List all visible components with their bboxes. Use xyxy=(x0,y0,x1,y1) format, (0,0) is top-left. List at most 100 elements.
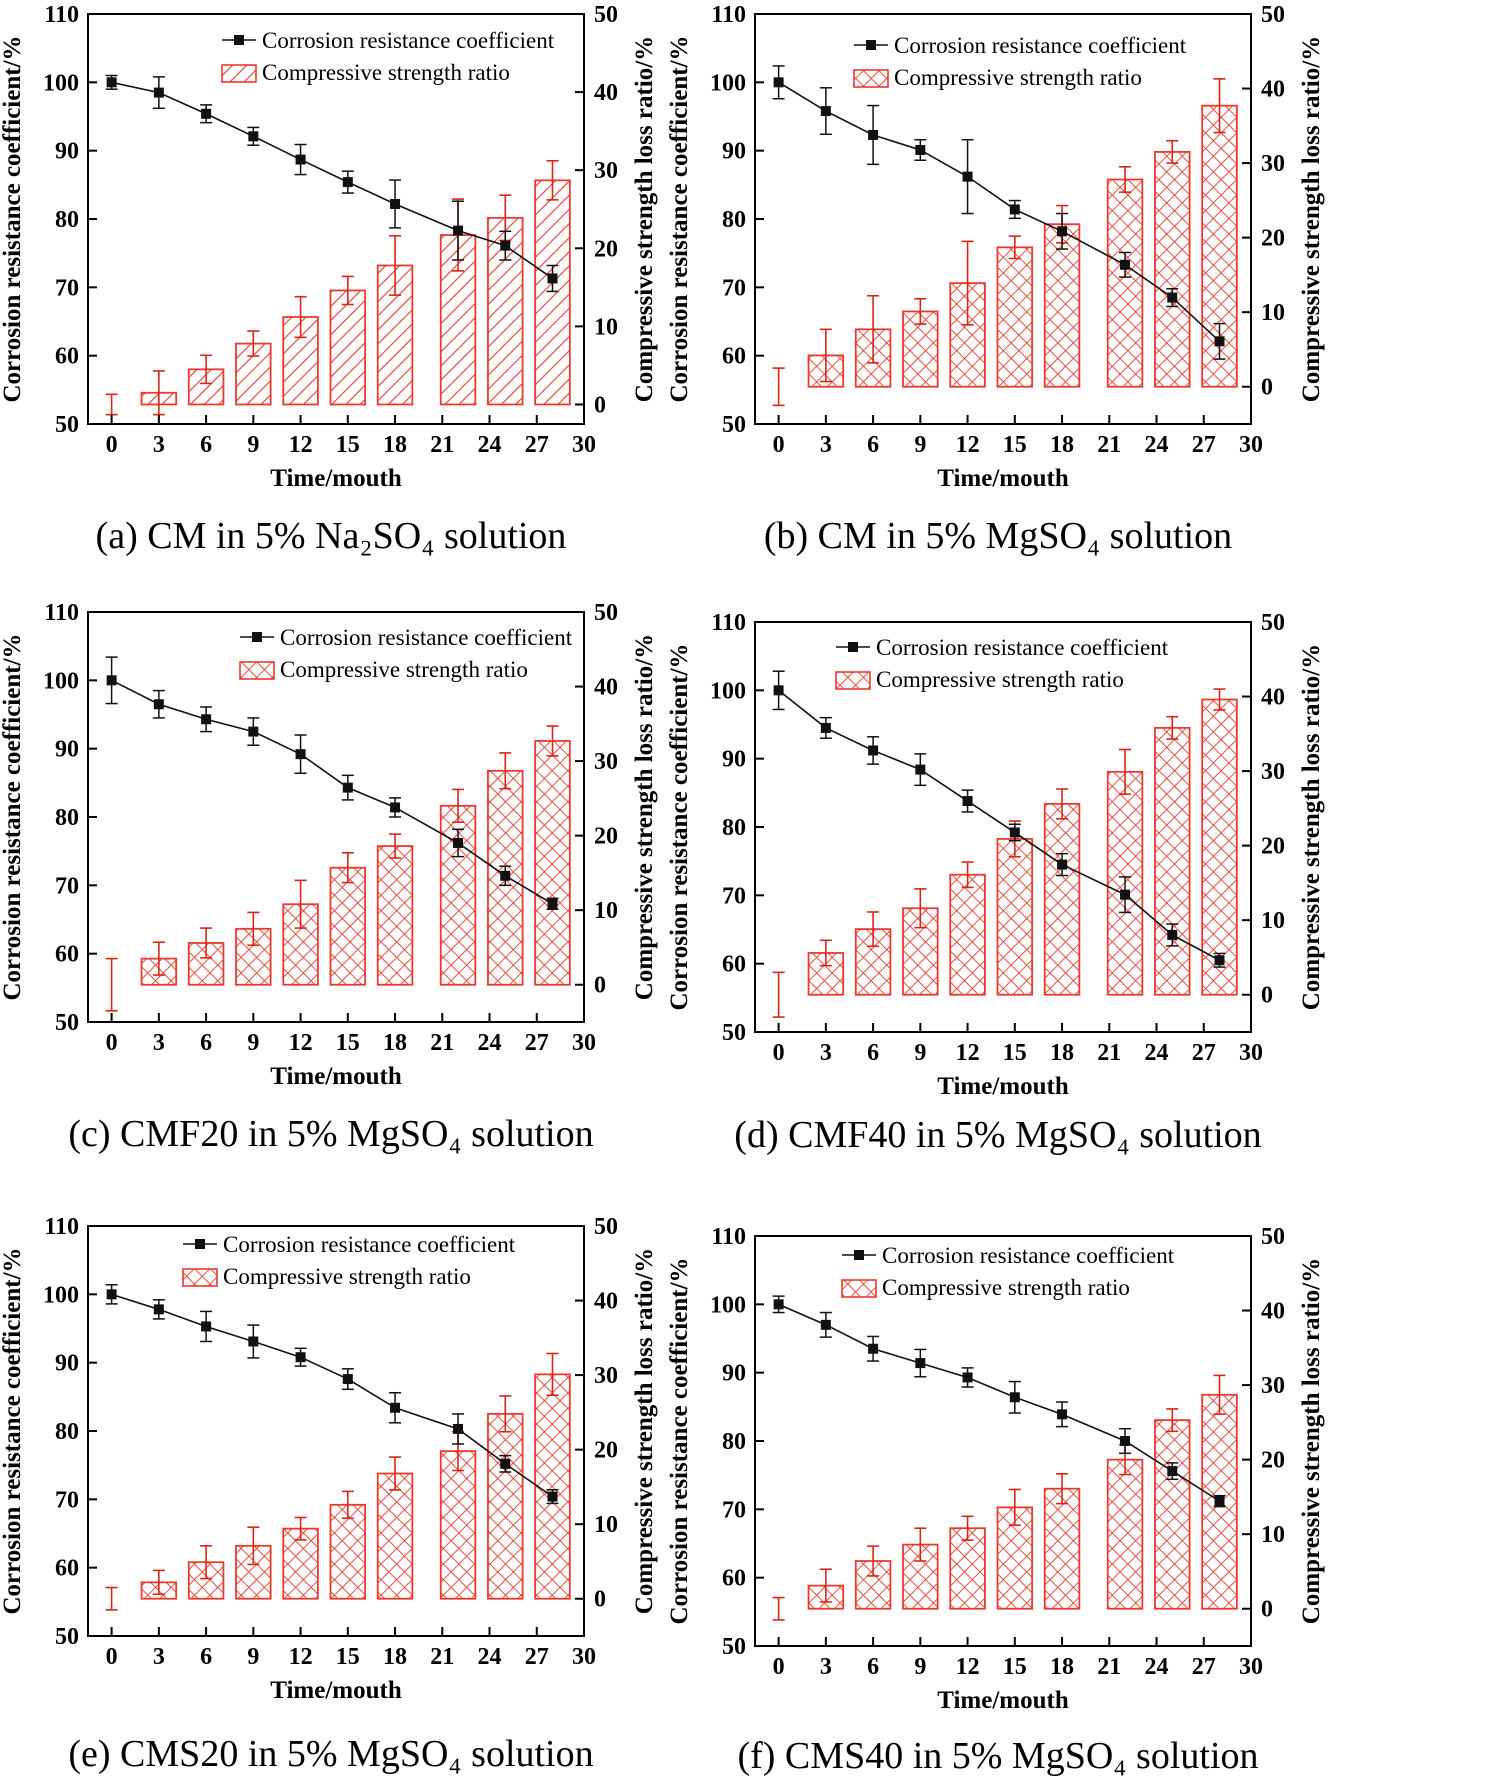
x-tick-label: 6 xyxy=(867,1040,879,1066)
line-point xyxy=(453,1423,464,1434)
line-point xyxy=(153,87,164,98)
chart-panel-d: 0 3 6 9 12 15 18 21 24 27 30 50 60 70 80 90 100 110 0 10 20 3… xyxy=(666,610,1325,1156)
x-tick-label: 27 xyxy=(1192,1040,1216,1066)
y-left-tick-label: 100 xyxy=(710,678,746,704)
caption-suffix: solution xyxy=(1130,1114,1262,1156)
y-right-tick-label: 20 xyxy=(594,824,618,850)
line-point xyxy=(390,198,401,209)
y-right-tick-label: 0 xyxy=(594,973,606,999)
x-axis-title: Time/mouth xyxy=(270,465,402,492)
y-right-tick-label: 50 xyxy=(1261,610,1285,636)
x-tick-label: 0 xyxy=(106,1644,118,1670)
caption-suffix: solution xyxy=(462,1113,594,1155)
x-tick-label: 0 xyxy=(106,1030,118,1056)
y-left-tick-label: 100 xyxy=(710,70,746,96)
y-left-tick-label: 90 xyxy=(55,139,79,165)
line-point xyxy=(820,722,831,733)
x-tick-label: 24 xyxy=(478,1644,502,1670)
y-right-tick-label: 50 xyxy=(1261,1224,1285,1250)
line-point xyxy=(773,77,784,88)
bar xyxy=(329,866,367,986)
caption-suffix: solution xyxy=(1100,515,1232,557)
x-tick-label: 21 xyxy=(430,1030,454,1056)
chart-panel-e: 0 3 6 9 12 15 18 21 24 27 30 50 60 70 80 90 100 110 0 10 20 3… xyxy=(0,1214,658,1775)
x-tick-label: 15 xyxy=(1003,1040,1027,1066)
y-left-tick-label: 110 xyxy=(44,600,79,626)
y-right-axis-title: Compressive strength loss ratio/% xyxy=(631,36,658,402)
y-right-tick-label: 20 xyxy=(1261,834,1285,860)
line-point xyxy=(1009,827,1020,838)
line-point xyxy=(153,1304,164,1315)
bar xyxy=(439,1450,477,1600)
x-tick-label: 24 xyxy=(478,1030,502,1056)
line-point xyxy=(201,108,212,119)
legend-bar-swatch xyxy=(835,671,871,690)
x-tick-label: 21 xyxy=(430,432,454,458)
line-point xyxy=(106,675,117,686)
caption-prefix: (f) CMS40 in 5% xyxy=(737,1735,1011,1777)
y-right-tick-label: 30 xyxy=(1261,759,1285,785)
x-tick-label: 24 xyxy=(1145,432,1169,458)
bar xyxy=(329,1503,367,1600)
legend-line-marker xyxy=(234,35,244,45)
y-left-tick-label: 60 xyxy=(722,1566,746,1592)
x-axis-title: Time/mouth xyxy=(270,1677,402,1704)
line-point xyxy=(820,106,831,117)
caption-formula: MgSO₄ xyxy=(347,1733,462,1775)
caption-formula: MgSO₄ xyxy=(347,1113,462,1155)
x-tick-label: 3 xyxy=(820,1654,832,1680)
caption-formula: Na₂SO₄ xyxy=(315,515,434,557)
legend-line-label: Corrosion resistance coefficient xyxy=(882,1243,1175,1268)
x-tick-label: 24 xyxy=(1145,1040,1169,1066)
legend-line-label: Corrosion resistance coefficient xyxy=(876,635,1169,660)
y-left-tick-label: 90 xyxy=(722,747,746,773)
y-right-tick-label: 0 xyxy=(1261,375,1273,401)
y-left-tick-label: 90 xyxy=(722,139,746,165)
panel-caption: (a) CM in 5% Na₂SO₄ solution xyxy=(96,515,567,557)
line-point xyxy=(1009,204,1020,215)
y-left-tick-label: 80 xyxy=(722,207,746,233)
bar xyxy=(534,740,571,986)
x-tick-label: 9 xyxy=(914,1654,926,1680)
legend-line-marker xyxy=(854,1250,864,1260)
y-right-tick-label: 10 xyxy=(594,898,618,924)
legend-line-marker xyxy=(195,1239,205,1249)
y-right-tick-label: 50 xyxy=(594,2,618,28)
x-tick-label: 18 xyxy=(383,1644,407,1670)
line-point xyxy=(295,154,306,165)
panel-caption: (e) CMS20 in 5% MgSO₄ solution xyxy=(68,1733,593,1775)
y-left-tick-label: 60 xyxy=(722,344,746,370)
x-tick-label: 15 xyxy=(336,1644,360,1670)
y-left-tick-label: 70 xyxy=(55,1487,79,1513)
y-right-tick-label: 10 xyxy=(594,1512,618,1538)
legend-bar-swatch xyxy=(239,661,275,680)
y-right-axis-title: Compressive strength loss ratio/% xyxy=(1298,1258,1325,1624)
x-tick-label: 12 xyxy=(956,1040,980,1066)
line-point xyxy=(342,1374,353,1385)
line-point xyxy=(547,273,558,284)
line-series xyxy=(111,1293,553,1498)
y-right-tick-label: 10 xyxy=(1261,300,1285,326)
y-right-tick-label: 40 xyxy=(594,80,618,106)
bar xyxy=(376,1472,414,1600)
line-point xyxy=(342,782,353,793)
x-tick-label: 12 xyxy=(289,1030,313,1056)
y-right-tick-label: 0 xyxy=(1261,1597,1273,1623)
line-point xyxy=(962,171,973,182)
y-right-axis-title: Compressive strength loss ratio/% xyxy=(631,634,658,1000)
x-tick-label: 6 xyxy=(200,432,212,458)
bar xyxy=(1154,151,1191,388)
caption-suffix: solution xyxy=(462,1733,594,1775)
x-tick-label: 3 xyxy=(820,1040,832,1066)
line-point xyxy=(248,1336,259,1347)
line-point xyxy=(868,745,879,756)
x-tick-label: 9 xyxy=(247,1030,259,1056)
line-point xyxy=(201,1321,212,1332)
x-tick-label: 24 xyxy=(1145,1654,1169,1680)
y-right-tick-label: 40 xyxy=(1261,685,1285,711)
line-point xyxy=(962,1372,973,1383)
y-left-axis-title: Corrosion resistance coefficient/% xyxy=(0,35,26,402)
legend-bar-label: Compressive strength ratio xyxy=(882,1275,1130,1300)
legend-line-label: Corrosion resistance coefficient xyxy=(262,28,555,53)
caption-prefix: (c) CMF20 in 5% xyxy=(68,1113,347,1155)
